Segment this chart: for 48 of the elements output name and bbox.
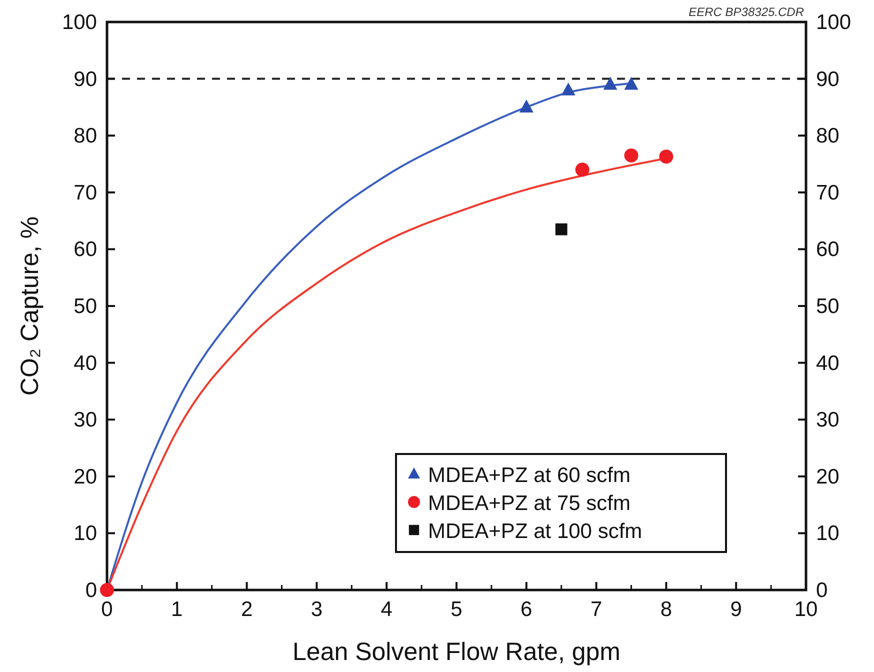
- point: [100, 583, 114, 597]
- x-tick-label: 6: [520, 598, 532, 621]
- x-tick-label: 8: [660, 598, 672, 621]
- point: [603, 76, 618, 90]
- y-tick-label: 80: [74, 124, 97, 148]
- y-tick-label: 40: [74, 352, 97, 375]
- x-tick-label: 10: [794, 598, 818, 621]
- x-tick-label: 0: [101, 598, 113, 621]
- x-axis-title: Lean Solvent Flow Rate, gpm: [292, 638, 620, 666]
- y2-tick-label: 50: [816, 295, 840, 318]
- x-tick-label: 1: [171, 598, 183, 621]
- y2-tick-label: 30: [816, 408, 840, 432]
- y2-tick-label: 10: [816, 522, 840, 546]
- x-tick-label: 4: [380, 598, 393, 621]
- point: [659, 150, 674, 164]
- y2-tick-label: 90: [816, 68, 840, 91]
- point: [561, 82, 576, 96]
- point: [624, 76, 638, 90]
- y2-tick-label: 80: [816, 124, 840, 148]
- y-tick-label: 20: [74, 465, 97, 488]
- y2-tick-label: 60: [816, 238, 840, 262]
- y-tick-label: 70: [74, 181, 97, 204]
- text: EERC BP38325.CDR: [688, 5, 804, 19]
- y-axis-title: CO₂ Capture, %: [16, 216, 44, 396]
- x-tick-label: 2: [240, 598, 253, 621]
- y-tick-label: 90: [74, 68, 97, 91]
- y2-tick-label: 100: [816, 11, 852, 34]
- y-tick-label: 10: [74, 522, 97, 546]
- point: [624, 148, 638, 162]
- y2-tick-label: 40: [816, 352, 840, 375]
- y-tick-label: 30: [74, 408, 97, 432]
- y-tick-label: 50: [74, 295, 97, 318]
- x-tick-label: 3: [310, 598, 323, 621]
- legend-label: MDEA+PZ at 60 scfm: [428, 464, 630, 487]
- legend-label: MDEA+PZ at 100 scfm: [428, 520, 642, 543]
- point: [575, 162, 590, 177]
- x-tick-label: 9: [730, 598, 742, 621]
- y2-tick-label: 20: [816, 465, 840, 488]
- y2-tick-label: 0: [816, 579, 828, 602]
- y2-tick-label: 70: [816, 181, 840, 204]
- legend-label: MDEA+PZ at 75 scfm: [428, 492, 630, 515]
- y-tick-label: 60: [74, 238, 97, 262]
- x-tick-label: 5: [450, 598, 462, 621]
- x-tick-label: 7: [590, 598, 602, 621]
- point: [519, 100, 534, 112]
- y-tick-label: 100: [62, 11, 97, 34]
- y-tick-label: 0: [85, 579, 97, 602]
- point: [555, 223, 568, 236]
